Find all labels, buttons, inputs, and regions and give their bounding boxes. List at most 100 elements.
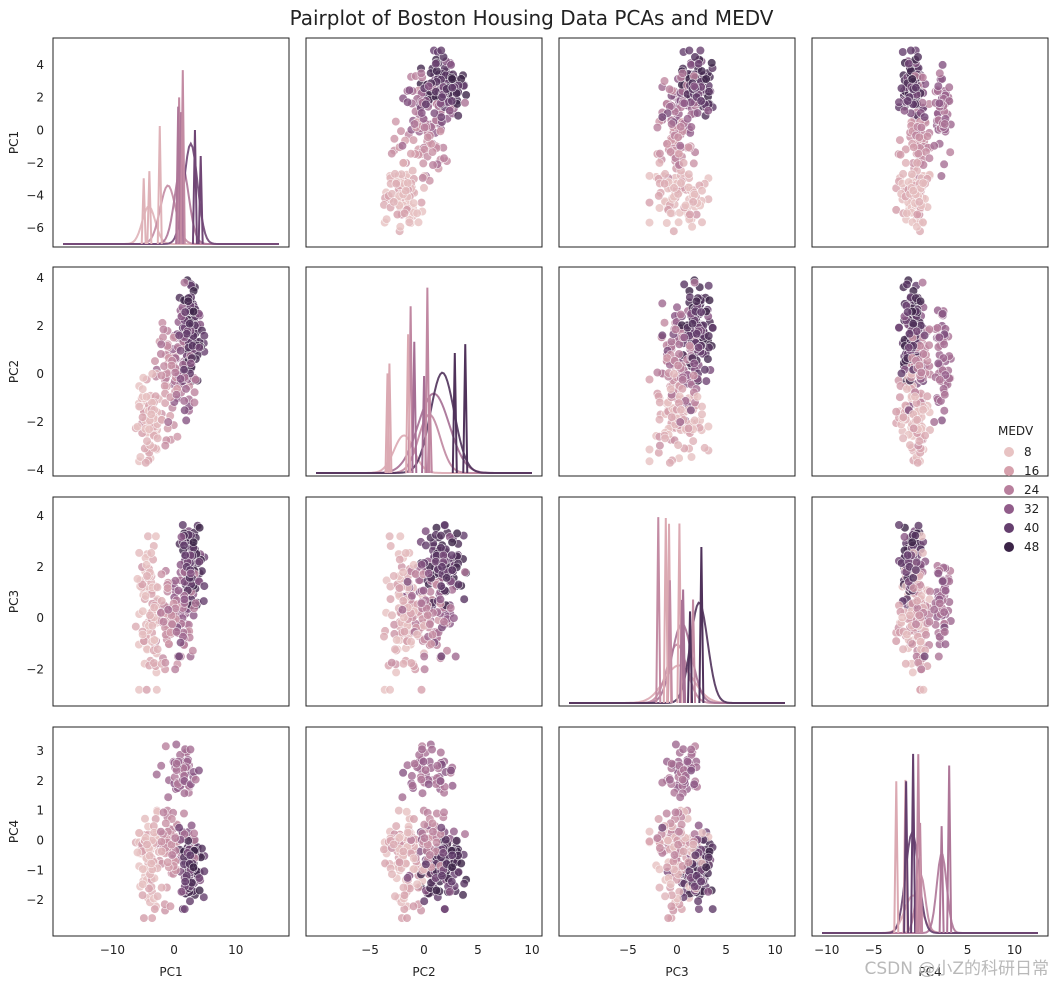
scatter-point (935, 598, 945, 608)
y-tick-label: 2 (36, 560, 44, 574)
kde-peak (938, 826, 945, 934)
scatter-point (680, 200, 691, 210)
scatter-point (176, 637, 186, 648)
scatter-point (398, 659, 409, 669)
scatter-point (447, 876, 457, 887)
scatter-point (670, 807, 681, 818)
scatter-point (435, 126, 446, 136)
scatter-point (427, 630, 438, 640)
scatter-point (416, 774, 426, 785)
x-tick-label: 5 (722, 943, 730, 957)
y-tick-label: 1 (36, 804, 44, 818)
scatter-point (689, 779, 699, 789)
scatter-point (704, 281, 714, 291)
scatter-point (391, 179, 401, 189)
scatter-point (669, 183, 679, 193)
scatter-point (404, 217, 414, 227)
scatter-point (944, 82, 954, 92)
scatter-point (675, 792, 685, 802)
kde-peak (156, 126, 163, 245)
scatter-point (704, 87, 714, 97)
scatter-point (194, 557, 204, 567)
scatter-point (452, 836, 462, 846)
scatter-point (682, 756, 693, 767)
scatter-point (179, 396, 189, 406)
kde-peak (179, 70, 186, 245)
scatter-point (683, 423, 694, 434)
scatter-point (667, 412, 677, 422)
scatter-point (922, 131, 933, 141)
scatter-point (179, 365, 189, 375)
scatter-point (424, 779, 434, 789)
scatter-point (655, 843, 665, 853)
scatter-point (421, 540, 431, 551)
x-tick-label: 0 (673, 943, 681, 957)
scatter-point (424, 81, 434, 91)
scatter-point (403, 827, 413, 838)
scatter-point (413, 217, 424, 227)
scatter-point (644, 374, 655, 385)
panel-PC4-vs-PC1 (52, 726, 290, 937)
kde-peak (698, 546, 705, 704)
scatter-point (178, 520, 188, 530)
scatter-point (686, 60, 696, 70)
scatter-point (662, 139, 672, 149)
scatter-point (161, 741, 171, 751)
scatter-point (412, 208, 422, 218)
kde-curve (63, 162, 279, 245)
scatter-point (146, 858, 156, 869)
scatter-point (669, 226, 679, 236)
scatter-point (437, 92, 447, 102)
scatter-point (406, 149, 416, 159)
scatter-point (689, 158, 699, 168)
scatter-point (438, 848, 448, 858)
kde-peak (197, 156, 204, 245)
scatter-point (160, 658, 170, 668)
scatter-point (914, 132, 924, 142)
scatter-point (386, 541, 396, 551)
legend-label: 48 (1024, 539, 1040, 554)
scatter-point (419, 896, 429, 906)
scatter-point (898, 412, 909, 422)
scatter-point (662, 862, 672, 872)
scatter-point (911, 83, 921, 93)
scatter-point (669, 850, 680, 860)
scatter-point (179, 278, 190, 288)
scatter-point (146, 548, 156, 558)
scatter-point (447, 550, 457, 560)
scatter-point (171, 390, 182, 400)
scatter-point (704, 295, 715, 305)
scatter-point (132, 574, 143, 584)
scatter-point (913, 458, 923, 468)
scatter-point (684, 169, 694, 179)
panel-frame (305, 37, 543, 248)
kde-peak (451, 353, 458, 474)
scatter-point (390, 169, 400, 179)
scatter-point (667, 759, 677, 769)
scatter-point (423, 132, 433, 142)
scatter-point (194, 765, 204, 776)
scatter-point (904, 343, 914, 353)
scatter-point (153, 644, 163, 654)
y-tick-label: −1 (26, 863, 44, 877)
scatter-point (187, 820, 197, 831)
x-axis-label: PC3 (665, 965, 688, 979)
scatter-point (170, 664, 180, 674)
scatter-point (894, 520, 904, 530)
legend-title: MEDV (998, 424, 1034, 438)
scatter-point (676, 405, 686, 415)
scatter-point (408, 781, 418, 791)
scatter-point (902, 629, 912, 640)
scatter-point (171, 759, 182, 769)
scatter-point (896, 83, 907, 93)
scatter-point (156, 761, 166, 771)
scatter-point (152, 582, 162, 592)
scatter-point (939, 159, 949, 169)
scatter-point (417, 744, 427, 754)
scatter-point (895, 392, 905, 402)
legend: MEDV 8 16 24 32 40 48 (998, 424, 1058, 556)
scatter-point (689, 415, 700, 426)
scatter-point (659, 318, 670, 328)
scatter-point (644, 836, 655, 847)
scatter-point (921, 630, 931, 640)
